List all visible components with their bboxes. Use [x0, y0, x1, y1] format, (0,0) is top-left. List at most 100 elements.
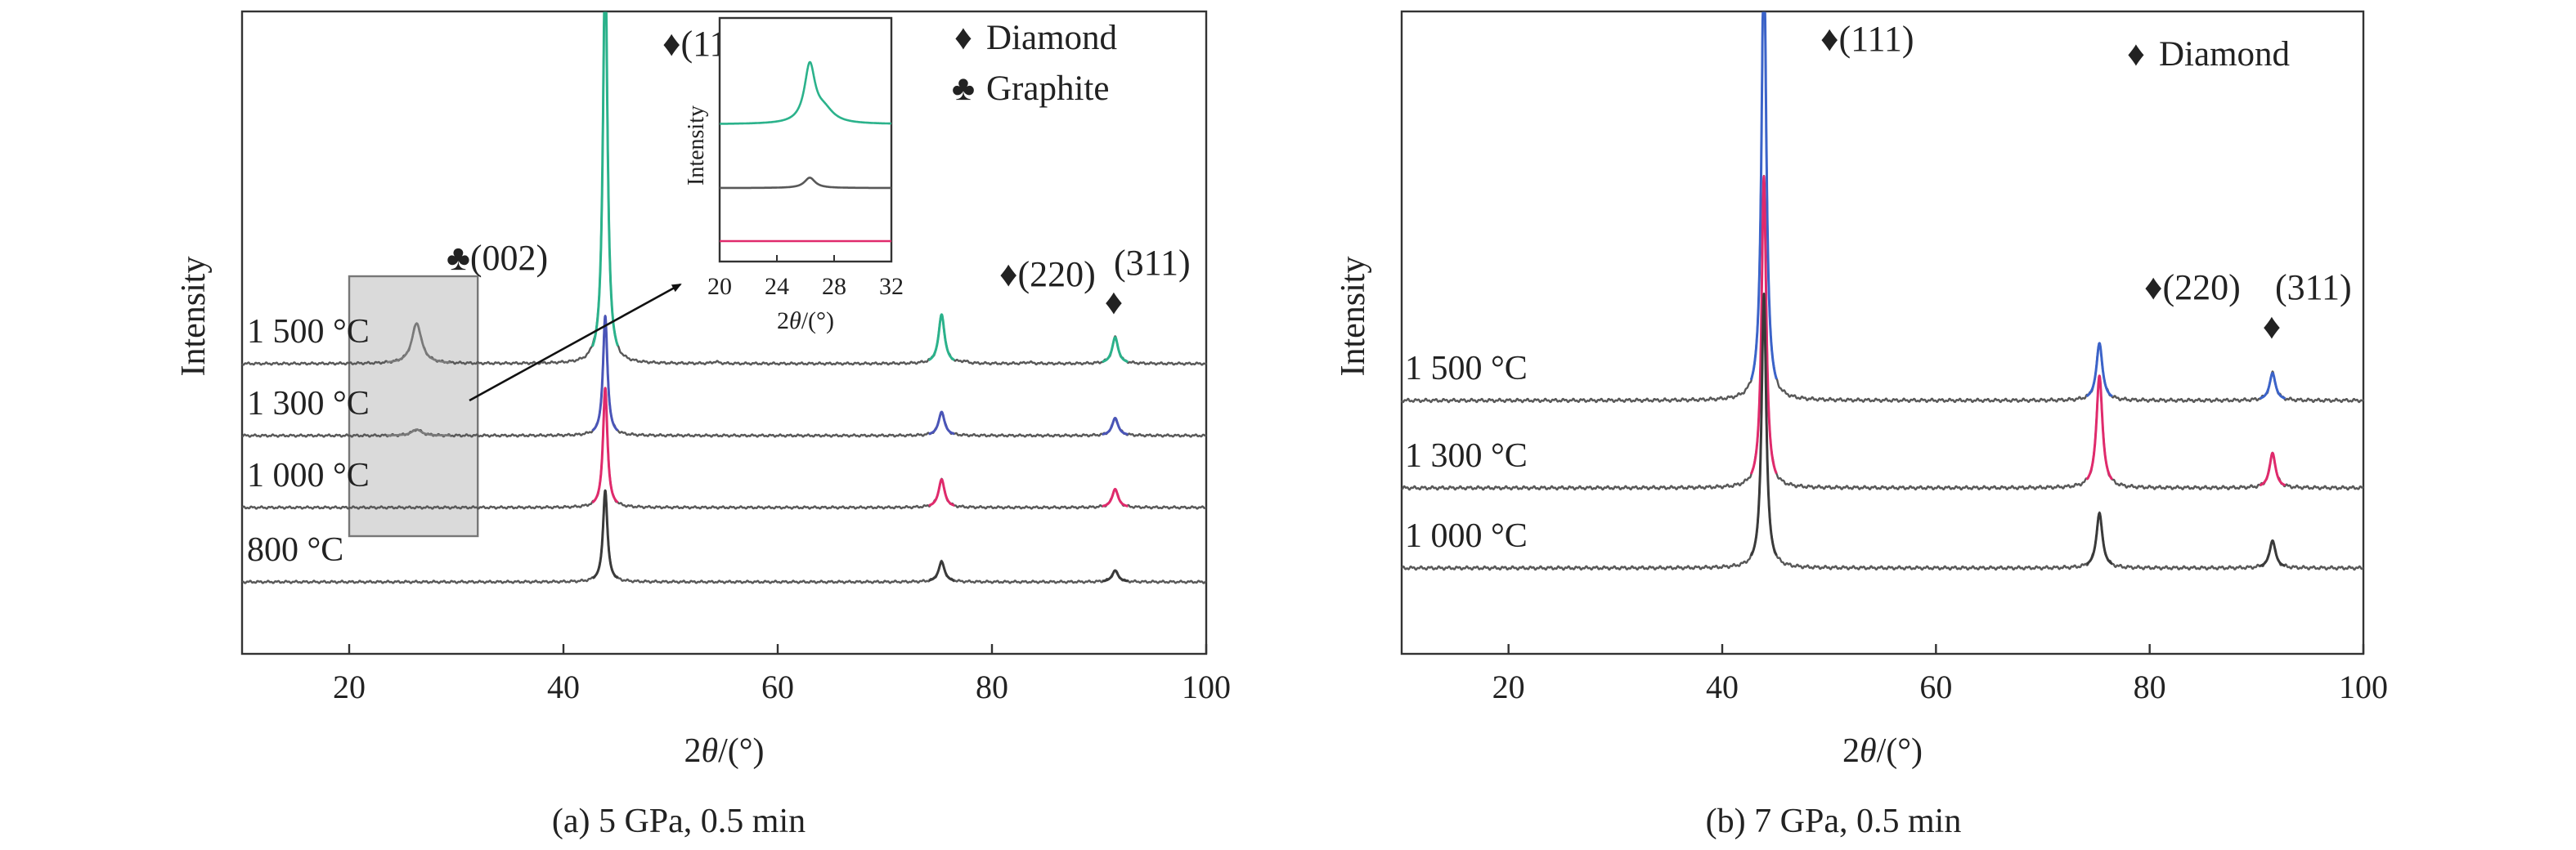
series-label: 1 500 °C: [247, 313, 370, 351]
x-tick-label: 60: [761, 669, 794, 705]
peak-mark: [927, 313, 956, 361]
legend-entry: ♣ Graphite: [952, 69, 1110, 108]
diamond-icon: ♦: [2144, 267, 2162, 307]
series-1300-b: [1401, 174, 2364, 491]
inset-plot: 20 24 28 32 2θ/(°) Intensity: [684, 16, 904, 334]
peak-label-text: (311): [2275, 267, 2352, 307]
legend-entry: ♦ Diamond: [2127, 35, 2290, 74]
legend-label: Graphite: [986, 69, 1109, 108]
series-1000-a: [241, 387, 1207, 510]
peak-label: ♣(002): [447, 238, 548, 278]
inset-y-axis-label: Intensity: [684, 105, 709, 186]
inset-x-tick-label: 28: [822, 273, 846, 300]
x-label-pre: 2: [684, 732, 701, 770]
peak-mark: [1101, 417, 1129, 436]
diamond-icon: ♦: [2127, 35, 2145, 74]
peak-mark: [591, 315, 619, 432]
series-line: [1401, 174, 2364, 491]
panel-caption: (a) 5 GPa, 0.5 min: [552, 803, 806, 840]
diamond-icon: ♦: [1820, 19, 1838, 59]
graphite-highlight-box: [348, 275, 479, 538]
inset-frame: [718, 16, 893, 263]
series-800-a: [241, 489, 1207, 584]
inset-x-tick-label: 24: [765, 273, 789, 300]
series-line: [1400, 11, 2364, 404]
graphite-peak-mark: [386, 428, 451, 437]
legend-label: Diamond: [2159, 35, 2290, 74]
x-tick-label: 80: [976, 669, 1008, 705]
zoom-arrow: [469, 283, 682, 402]
x-tick-label: 20: [1492, 669, 1525, 705]
series-label: 1 000 °C: [247, 457, 370, 494]
peak-label: ♦: [1105, 282, 1123, 322]
inset-x-tick-label: 32: [879, 273, 904, 300]
club-icon: ♣: [952, 69, 975, 108]
peak-mark: [927, 478, 956, 507]
inset-x-axis-label: 2θ/(°): [777, 307, 834, 334]
peak-label-text: (220): [2162, 267, 2240, 307]
peak-mark: [1101, 569, 1129, 583]
peak-mark: [2259, 371, 2287, 400]
peak-mark: [1749, 293, 1778, 557]
diamond-icon: ♦: [2263, 306, 2281, 347]
peak-mark: [1101, 487, 1129, 508]
peak-mark: [2085, 342, 2114, 398]
legend-entry: ♦ Diamond: [954, 19, 1117, 57]
series-label: 1 500 °C: [1405, 350, 1528, 387]
panel-a: 1 500 °C 1 300 °C 1 000 °C 800 °C 20 40 60 80 10…: [175, 10, 1231, 840]
x-label-theta: θ: [701, 732, 718, 770]
series-label: 1 300 °C: [1405, 437, 1528, 475]
inset-series-line: [720, 177, 891, 190]
series-1300-a: [241, 315, 1207, 438]
series-1500-a: [241, 11, 1207, 366]
x-label-pre: 2: [1842, 732, 1860, 770]
x-tick-label: 80: [2134, 669, 2166, 705]
x-tick-label: 100: [2339, 669, 2388, 705]
x-axis-label: 2θ/(°): [1842, 732, 1923, 770]
peak-label-text: (002): [470, 238, 548, 278]
inset-x-label-post: /(°): [801, 307, 834, 334]
diamond-icon: ♦: [662, 24, 680, 64]
plot-frame: [240, 10, 1208, 655]
peak-mark: [1101, 336, 1129, 364]
x-label-post: /(°): [718, 732, 764, 770]
peak-mark: [2259, 539, 2287, 567]
peak-label: ♦(111): [1820, 19, 1914, 59]
panel-caption: (b) 7 GPa, 0.5 min: [1706, 803, 1962, 840]
club-icon: ♣: [447, 238, 470, 278]
legend-label: Diamond: [986, 19, 1117, 57]
peak-mark: [927, 410, 956, 436]
peak-mark: [591, 387, 619, 504]
peak-label: ♦(220): [2144, 267, 2241, 307]
series-line: [1401, 293, 2364, 571]
graphite-peak-mark: [386, 322, 451, 364]
panel-b: 1 500 °C 1 300 °C 1 000 °C 20 40 60 80 100 2θ/(°…: [1335, 10, 2388, 840]
plot-frame: [1400, 10, 2365, 655]
peak-label: (311): [2275, 267, 2352, 307]
peak-mark: [1749, 11, 1778, 381]
y-axis-label: Intensity: [175, 257, 213, 377]
series-1500-b: [1400, 11, 2364, 404]
peak-label: (311): [1114, 243, 1191, 283]
peak-label-text: (111): [1838, 19, 1914, 59]
peak-mark: [2085, 512, 2114, 566]
peak-mark: [591, 489, 619, 579]
x-tick-label: 20: [333, 669, 366, 705]
x-tick-label: 60: [1919, 669, 1952, 705]
x-label-theta: θ: [1860, 732, 1877, 770]
inset-series-line: [720, 60, 891, 125]
x-tick-label: 40: [1706, 669, 1739, 705]
diamond-icon: ♦: [999, 254, 1017, 294]
series-label: 800 °C: [247, 531, 343, 569]
series-1000-b: [1401, 293, 2364, 571]
peak-mark: [2259, 451, 2287, 487]
series-label: 1 300 °C: [247, 385, 370, 423]
series-line: [241, 387, 1207, 510]
x-axis-label: 2θ/(°): [684, 732, 764, 770]
x-tick-label: 100: [1182, 669, 1231, 705]
peak-mark: [2085, 374, 2114, 481]
series-line: [241, 315, 1207, 438]
inset-x-tick-label: 20: [707, 273, 732, 300]
peak-label-text: (311): [1114, 243, 1191, 283]
